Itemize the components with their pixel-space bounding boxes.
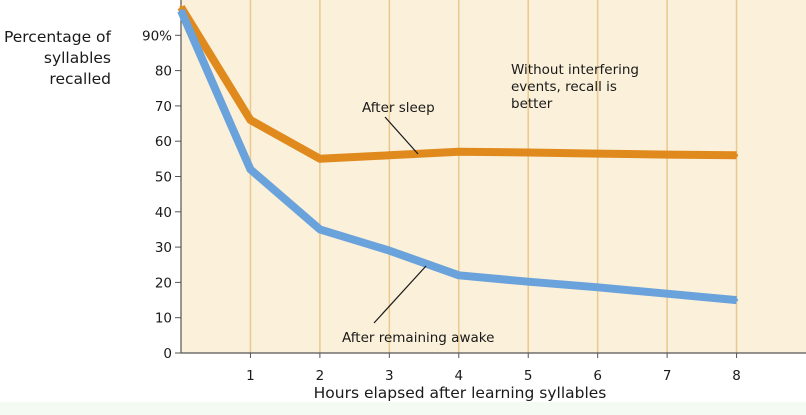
series-lines [177,5,739,305]
y-axis-label-line-2: syllables [44,49,111,67]
annotation-note-line-2: events, recall is [511,79,617,95]
data-point-sleep-6 [596,152,600,156]
data-point-awake-0 [179,9,183,13]
data-point-awake-1 [248,167,252,171]
data-point-sleep-5 [526,150,530,154]
x-tick-label-1: 1 [246,368,255,384]
x-tick-label-3: 3 [385,368,394,384]
y-tick-label-20: 20 [155,275,172,291]
data-point-sleep-8 [735,153,739,157]
y-tick-label-70: 70 [155,99,172,115]
y-axis-label-line-3: recalled [49,70,111,88]
x-tick-label-4: 4 [454,368,463,384]
data-point-sleep-0 [179,5,183,9]
data-point-awake-3 [387,249,391,253]
data-point-awake-5 [526,280,530,284]
bottom-strip [0,402,806,415]
axes [175,0,806,358]
y-tick-label-80: 80 [155,64,172,80]
x-tick-label-8: 8 [732,368,741,384]
data-point-awake-8 [735,298,739,302]
data-point-sleep-1 [248,118,252,122]
x-tick-labels: 1 2 3 4 5 6 7 8 [246,368,741,384]
data-point-sleep-4 [457,150,461,154]
x-tick-label-7: 7 [663,368,672,384]
data-point-awake-7 [665,292,669,296]
callout-line-after-sleep [384,116,419,155]
annotation-note-line-3: better [511,96,553,112]
series-label-after-sleep: After sleep [362,100,435,116]
data-point-sleep-7 [665,153,669,157]
x-tick-label-5: 5 [524,368,533,384]
y-tick-label-10: 10 [155,311,172,327]
y-tick-label-60: 60 [155,134,172,150]
data-point-sleep-3 [387,153,391,157]
y-tick-label-90: 90% [142,28,172,44]
annotation-note-line-1: Without interfering [511,62,639,78]
y-tick-label-40: 40 [155,205,172,221]
data-point-awake-6 [596,285,600,289]
x-tick-label-2: 2 [316,368,325,384]
data-point-awake-2 [318,227,322,231]
callout-line-after-awake [373,265,427,324]
series-label-after-awake: After remaining awake [342,330,494,346]
y-axis-label-line-1: Percentage of [4,28,112,46]
x-axis-label: Hours elapsed after learning syllables [314,384,607,402]
y-tick-label-30: 30 [155,240,172,256]
x-tick-label-6: 6 [593,368,602,384]
line-chart: 0 10 20 30 40 50 60 70 80 90% 1 2 3 4 5 6 7 8 Percentage… [4,0,806,402]
y-tick-labels: 0 10 20 30 40 50 60 70 80 90% [142,28,172,362]
data-point-sleep-2 [318,157,322,161]
data-point-awake-4 [457,273,461,277]
y-tick-label-0: 0 [163,346,172,362]
y-tick-label-50: 50 [155,170,172,186]
